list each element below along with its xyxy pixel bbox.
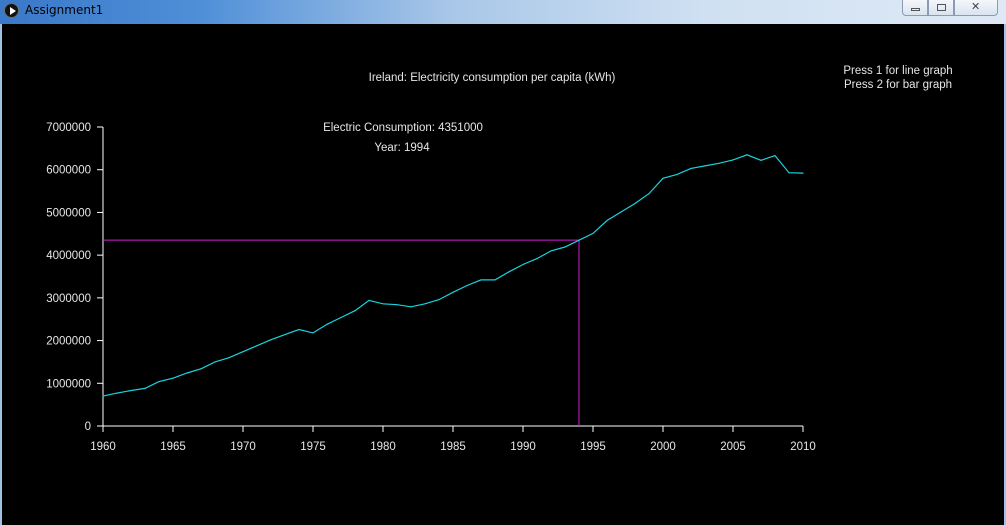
data-point [270, 339, 272, 341]
data-point [228, 357, 230, 359]
data-point [452, 291, 454, 293]
data-point [214, 361, 216, 363]
close-button[interactable] [954, 0, 998, 16]
data-point [466, 284, 468, 287]
data-point [760, 159, 762, 161]
data-point [480, 279, 482, 281]
maximize-button[interactable] [928, 0, 954, 16]
data-point [116, 392, 118, 394]
y-tick-label: 0 [85, 421, 91, 433]
data-point [690, 167, 692, 170]
data-point [340, 316, 342, 319]
y-tick-label: 1000000 [46, 378, 91, 390]
y-tick-label: 4000000 [46, 250, 91, 262]
instruction-bar-graph: Press 2 for bar graph [844, 79, 952, 91]
data-point [648, 193, 650, 195]
chart-title: Ireland: Electricity consumption per cap… [369, 72, 616, 84]
x-tick-label: 2010 [790, 441, 816, 453]
data-point [130, 389, 132, 392]
data-point [284, 333, 286, 336]
data-point [298, 328, 300, 331]
data-point [732, 159, 734, 161]
data-point [368, 299, 370, 302]
window-title: Assignment1 [25, 3, 104, 17]
data-point [522, 263, 524, 266]
x-tick-label: 2000 [650, 441, 676, 453]
data-point [382, 303, 384, 305]
data-point [634, 202, 636, 205]
x-tick-label: 1980 [370, 441, 396, 453]
sketch-canvas[interactable]: Ireland: Electricity consumption per cap… [0, 24, 1006, 525]
data-point [592, 232, 594, 234]
data-point [788, 172, 790, 174]
data-point [242, 351, 244, 353]
x-tick-label: 1985 [440, 441, 466, 453]
data-point [550, 250, 552, 252]
x-tick-label: 1995 [580, 441, 606, 453]
instruction-line-graph: Press 1 for line graph [843, 65, 952, 77]
cursor-crosshair [103, 239, 580, 426]
data-point [676, 173, 678, 176]
year-readout: Year: 1994 [374, 142, 430, 154]
x-tick-label: 1990 [510, 441, 536, 453]
y-tick-label: 5000000 [46, 207, 91, 219]
data-point [396, 304, 398, 306]
data-point [662, 177, 664, 179]
data-point [746, 154, 748, 156]
y-tick-label: 6000000 [46, 165, 91, 177]
x-tick-label: 2005 [720, 441, 746, 453]
window-titlebar[interactable]: Assignment1 [0, 0, 1006, 24]
data-point [158, 380, 160, 383]
data-point [718, 162, 720, 164]
data-point [354, 310, 356, 312]
data-point [256, 345, 258, 347]
x-tick-label: 1975 [300, 441, 326, 453]
data-point [494, 279, 496, 281]
data-point [536, 257, 538, 260]
data-point [200, 368, 202, 370]
data-point [424, 303, 426, 305]
y-tick-label: 2000000 [46, 336, 91, 348]
data-point [102, 395, 104, 397]
app-icon [4, 3, 19, 18]
data-point [144, 387, 146, 390]
x-tick-label: 1970 [230, 441, 256, 453]
data-point [172, 377, 174, 379]
y-tick-label: 7000000 [46, 122, 91, 134]
data-point [578, 239, 580, 241]
data-point [620, 211, 622, 213]
data-point [606, 219, 608, 222]
data-point [326, 323, 328, 325]
data-point [438, 298, 440, 301]
data-point [774, 155, 776, 157]
data-point [802, 172, 804, 174]
minimize-button[interactable] [902, 0, 928, 16]
y-tick-label: 3000000 [46, 293, 91, 305]
data-point [508, 271, 510, 273]
series-group [102, 154, 804, 397]
x-tick-label: 1960 [90, 441, 116, 453]
data-point [564, 246, 566, 248]
data-point [312, 332, 314, 334]
data-point [186, 372, 188, 374]
data-point [410, 306, 412, 308]
consumption-readout: Electric Consumption: 4351000 [323, 122, 483, 134]
x-tick-label: 1965 [160, 441, 186, 453]
series-line [102, 154, 804, 397]
chart-svg: Ireland: Electricity consumption per cap… [46, 65, 952, 453]
axes: 0 1000000 2000000 3000000 4000000 5000000 6000… [46, 122, 816, 453]
data-point [704, 165, 706, 167]
